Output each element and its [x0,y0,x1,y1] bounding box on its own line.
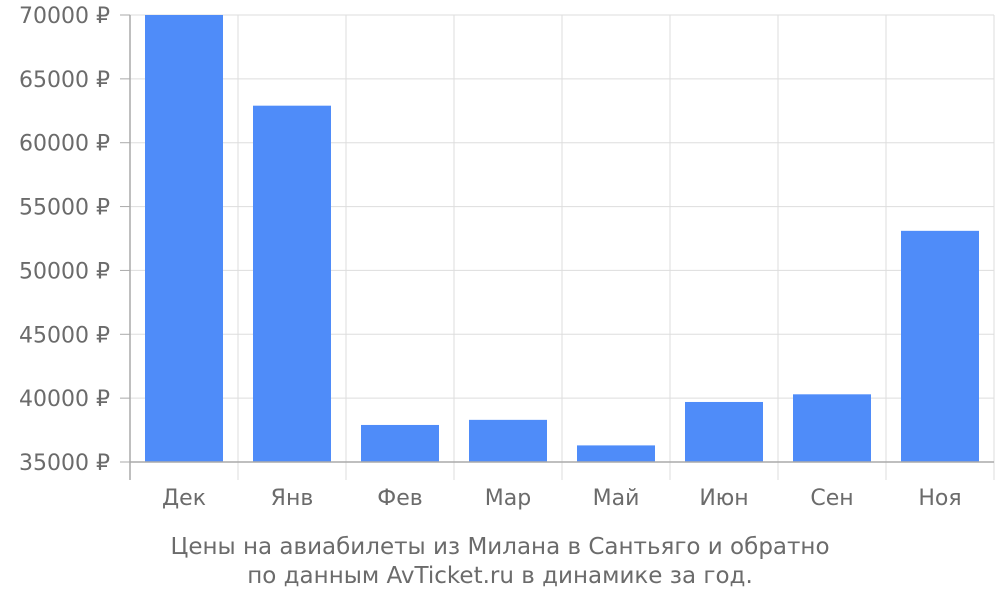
y-tick-label: 40000 ₽ [19,387,110,412]
x-axis-tick-labels: Дек Янв Фев Мар Май Июн Сен Ноя [162,486,962,511]
y-tick-label: 70000 ₽ [19,4,110,29]
y-tick-label: 45000 ₽ [19,323,110,348]
x-tick-label: Сен [810,486,853,511]
bar [253,105,331,463]
x-tick-label: Ноя [918,486,961,511]
x-tick-label: Мар [485,486,531,511]
bar [469,419,547,462]
bars [145,15,979,463]
bar [901,230,979,462]
y-tick-label: 60000 ₽ [19,132,110,157]
bar [685,401,763,462]
bar [361,424,439,462]
y-tick-label: 50000 ₽ [19,259,110,284]
y-tick-label: 35000 ₽ [19,451,110,476]
y-tick-label: 65000 ₽ [19,68,110,93]
x-tick-label: Июн [699,486,748,511]
bar [145,15,223,462]
bar [577,445,655,462]
x-tick-label: Фев [377,486,422,511]
chart-caption-line-2: по данным AvTicket.ru в динамике за год. [247,563,753,589]
bar-chart: 35000 ₽ 40000 ₽ 45000 ₽ 50000 ₽ 55000 ₽ 60000… [19,4,995,511]
y-tick-label: 55000 ₽ [19,196,110,221]
y-axis-tick-labels: 35000 ₽ 40000 ₽ 45000 ₽ 50000 ₽ 55000 ₽ 60000… [19,4,110,476]
axes [120,14,994,480]
bar [793,394,871,462]
x-tick-label: Май [593,486,640,511]
x-tick-label: Дек [162,486,206,511]
chart-caption-line-1: Цены на авиабилеты из Милана в Сантьяго … [170,534,830,560]
x-tick-label: Янв [271,486,314,511]
